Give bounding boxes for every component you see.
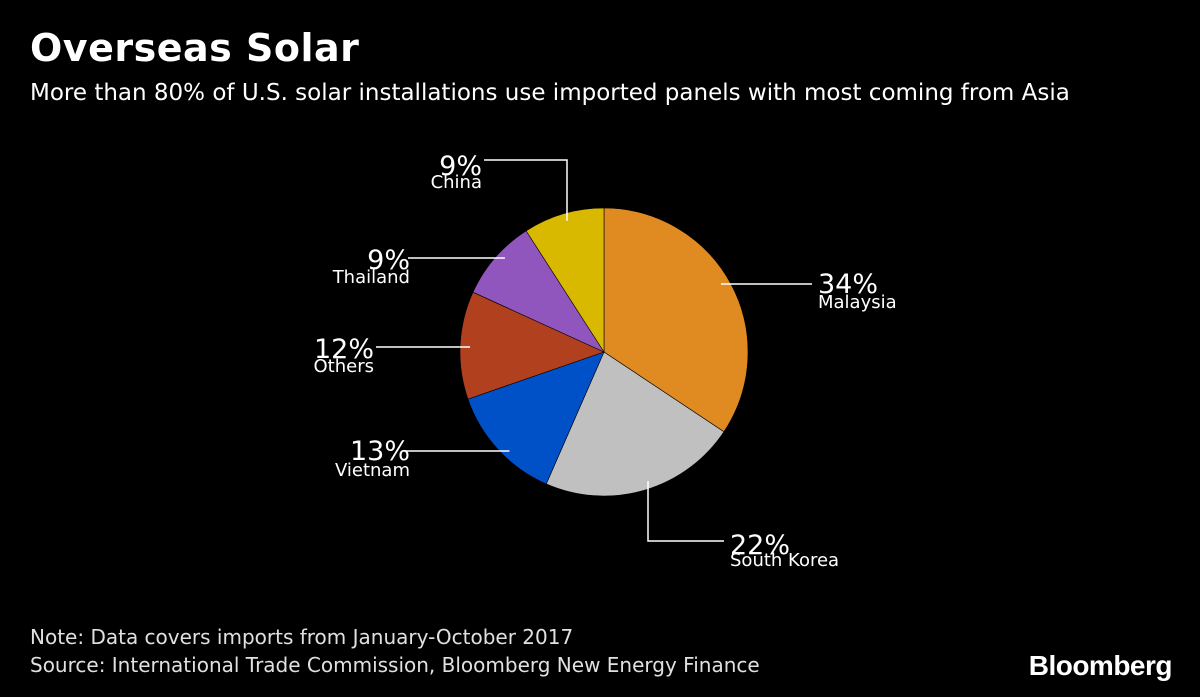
pie-slice-south-korea <box>545 351 725 497</box>
slice-category-label: South Korea <box>730 550 839 571</box>
slice-value-label: 9% <box>439 151 482 182</box>
slice-category-label: Malaysia <box>818 292 897 313</box>
pie-slices <box>459 207 749 497</box>
slice-value-label: 12% <box>314 334 374 365</box>
chart-subtitle: More than 80% of U.S. solar installation… <box>30 80 1070 106</box>
slice-value-label: 13% <box>350 436 410 467</box>
slice-category-label: Thailand <box>332 267 410 288</box>
leader-line <box>484 159 568 221</box>
pie-slice-china <box>525 207 605 354</box>
chart-source: Source: International Trade Commission, … <box>30 653 760 677</box>
pie-slice-others <box>459 291 605 400</box>
slice-labels: 34%Malaysia 22%South Korea 13%Vietnam 12%Ot… <box>314 151 897 571</box>
bloomberg-logo: Bloomberg <box>1028 650 1173 681</box>
leader-line <box>647 481 724 542</box>
slice-value-label: 34% <box>818 269 878 300</box>
slice-value-label: 22% <box>730 530 790 561</box>
slice-category-label: China <box>431 172 482 193</box>
slice-value-label: 9% <box>367 245 410 276</box>
slice-category-label: Vietnam <box>335 460 410 481</box>
chart-note: Note: Data covers imports from January-O… <box>30 625 574 649</box>
slice-category-label: Others <box>314 356 375 377</box>
leader-lines <box>376 159 812 542</box>
chart-title: Overseas Solar <box>30 26 360 70</box>
